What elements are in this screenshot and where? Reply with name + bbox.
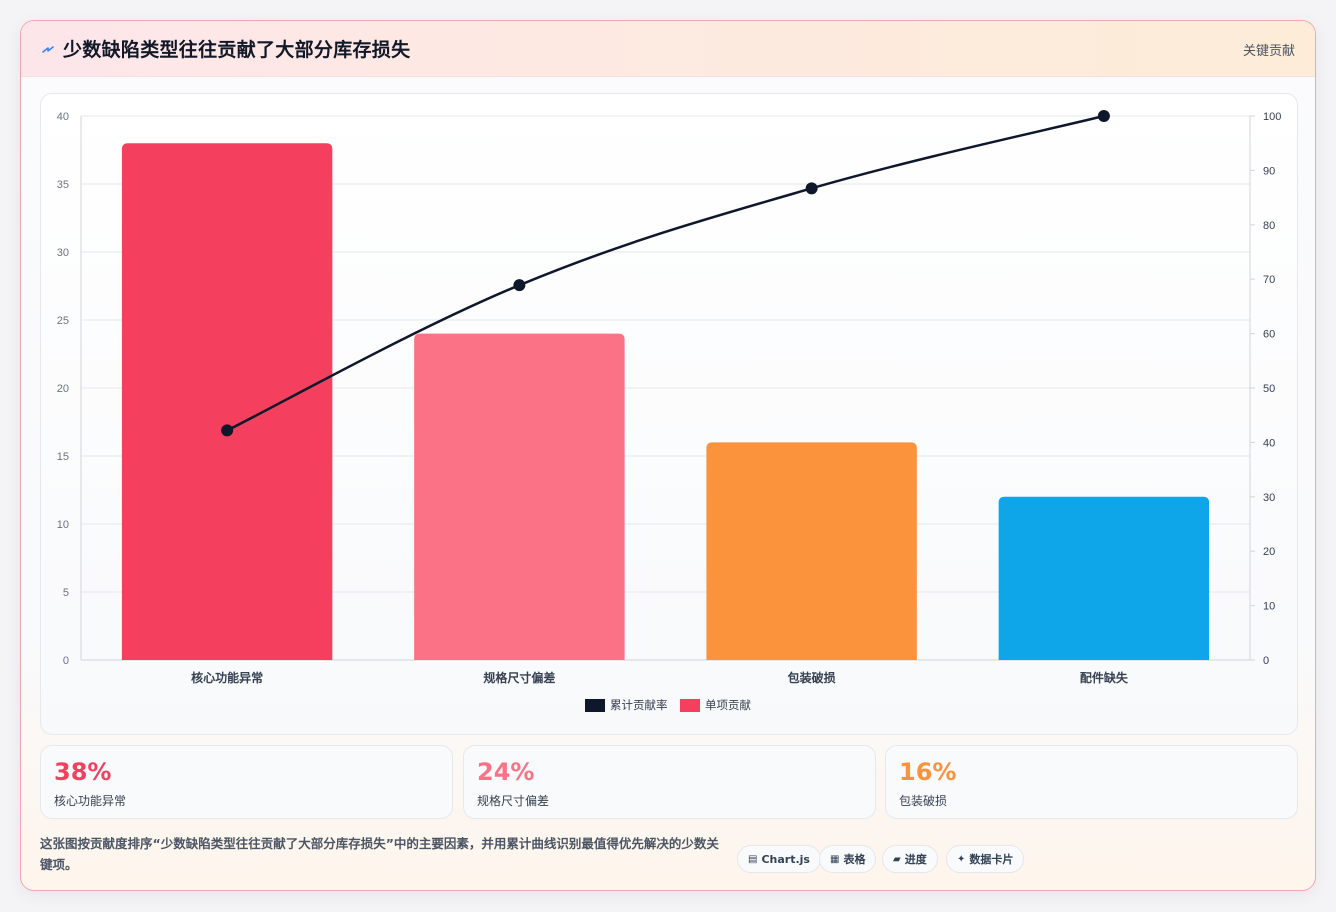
y-left-tick-label: 5	[63, 587, 69, 599]
progress-icon: ▰	[893, 853, 901, 865]
bar	[414, 333, 625, 660]
chip-chartjs[interactable]: ▤ Chart.js	[737, 845, 821, 873]
header-tag: 关键贡献	[1242, 44, 1295, 59]
report-card: 少数缺陷类型往往贡献了大部分库存损失 关键贡献 0 5 10 15 20 25 30 35 40…	[20, 20, 1316, 891]
x-tick-label: 核心功能异常	[191, 670, 263, 685]
y-left-tick-label: 20	[57, 383, 69, 395]
stat-percent: 24%	[477, 758, 535, 786]
lightning-icon	[42, 46, 54, 53]
chip-progress[interactable]: ▰ 进度	[882, 845, 938, 873]
y-left-tick-label: 35	[57, 179, 69, 191]
stat-label: 核心功能异常	[54, 794, 127, 808]
bar	[998, 496, 1210, 660]
bar	[121, 143, 333, 660]
table-icon: ▦	[830, 853, 840, 865]
stat-label: 规格尺寸偏差	[477, 794, 550, 808]
y-right-tick-label: 10	[1263, 601, 1275, 613]
cumulative-line	[226, 114, 1105, 432]
stat-percent: 38%	[54, 758, 112, 786]
x-tick-label: 配件缺失	[1080, 670, 1129, 685]
y-left-tick-label: 30	[57, 247, 69, 259]
y-right-tick-label: 100	[1263, 111, 1281, 123]
page-title: 少数缺陷类型往往贡献了大部分库存损失	[63, 39, 411, 61]
x-tick-label: 规格尺寸偏差	[483, 670, 555, 685]
cumulative-point	[805, 182, 818, 195]
y-left-tick-label: 40	[57, 111, 69, 123]
chip-label: 进度	[904, 853, 927, 866]
stat-label: 包装破损	[899, 794, 948, 808]
cumulative-point	[513, 279, 526, 292]
legend-swatch	[680, 699, 700, 712]
y-right-tick-label: 40	[1263, 437, 1275, 449]
y-left-tick-label: 25	[57, 315, 69, 327]
legend-item: 累计贡献率	[585, 698, 668, 712]
y-right-tick-label: 80	[1263, 220, 1275, 232]
stat-card: 16% 包装破损	[885, 745, 1298, 819]
y-right-tick-label: 0	[1263, 655, 1269, 667]
stat-card: 38% 核心功能异常	[40, 745, 453, 819]
chip-label: 表格	[843, 853, 866, 866]
legend-swatch	[585, 699, 605, 712]
y-right-tick-label: 50	[1263, 383, 1275, 395]
y-right-tick-label: 70	[1263, 274, 1275, 286]
stat-percent: 16%	[899, 758, 957, 786]
y-right-tick-label: 60	[1263, 329, 1275, 341]
y-left-tick-label: 10	[57, 519, 69, 531]
stat-card: 24% 规格尺寸偏差	[463, 745, 876, 819]
chip-label: Chart.js	[761, 852, 810, 866]
legend-label: 累计贡献率	[610, 698, 668, 712]
y-right-tick-label: 90	[1263, 165, 1275, 177]
chart-icon: ▤	[748, 853, 758, 865]
legend-label: 单项贡献	[705, 698, 751, 712]
x-tick-label: 包装破损	[787, 670, 836, 685]
pareto-chart: 0 5 10 15 20 25 30 35 40 0 10 20 30 40 50 60 70 80 90 100 核心…	[57, 110, 1281, 712]
bar	[706, 442, 917, 660]
y-left-tick-label: 15	[57, 451, 69, 463]
chip-data-card[interactable]: ✦ 数据卡片	[946, 845, 1025, 873]
chart-panel: 0 5 10 15 20 25 30 35 40 0 10 20 30 40 50 60 70 80 90 100 核心…	[40, 93, 1298, 735]
legend-item: 单项贡献	[680, 698, 751, 712]
chip-table[interactable]: ▦ 表格	[819, 845, 877, 873]
chart-description: 这张图按贡献度排序“少数缺陷类型往往贡献了大部分库存损失”中的主要因素，并用累计…	[40, 836, 719, 872]
chip-label: 数据卡片	[969, 853, 1014, 866]
y-right-tick-label: 20	[1263, 546, 1275, 558]
y-left-tick-label: 0	[63, 655, 69, 667]
y-right-tick-label: 30	[1263, 492, 1275, 504]
cumulative-point	[1097, 110, 1110, 122]
sparkle-icon: ✦	[957, 853, 966, 865]
card-header: 少数缺陷类型往往贡献了大部分库存损失 关键贡献	[21, 21, 1315, 77]
cumulative-point	[221, 424, 234, 437]
